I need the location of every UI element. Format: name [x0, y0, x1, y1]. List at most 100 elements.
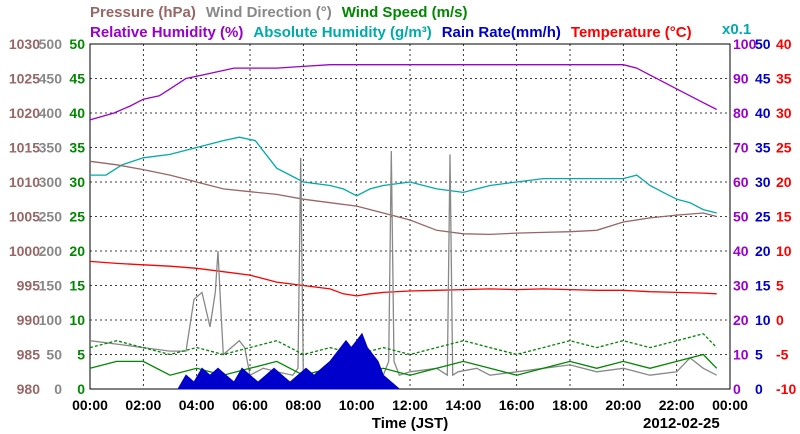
- x-tick-0: 00:00: [72, 397, 108, 413]
- series-line-1: [90, 136, 717, 214]
- tick-humidity-2: 80: [733, 105, 749, 121]
- tick-wind_speed-3: 35: [69, 140, 85, 156]
- tick-temperature-2: 30: [776, 105, 792, 121]
- tick-wind_dir-6: 200: [39, 243, 63, 259]
- tick-wind_speed-0: 50: [69, 36, 85, 52]
- series-line-5: [89, 353, 718, 376]
- legend-entry-legend-row2-0: Relative Humidity (%): [90, 24, 243, 41]
- tick-rain-10: 0: [755, 381, 763, 397]
- tick-pressure-5: 1005: [9, 209, 40, 225]
- date-label: 2012-02-25: [643, 415, 720, 432]
- tick-rain-7: 15: [755, 278, 771, 294]
- x-tick-10: 20:00: [605, 397, 641, 413]
- x-tick-1: 02:00: [125, 397, 161, 413]
- series-line-2: [89, 160, 717, 236]
- tick-rain-6: 20: [755, 243, 771, 259]
- tick-temperature-4: 20: [776, 174, 792, 190]
- tick-wind_dir-10: 0: [54, 381, 62, 397]
- tick-rain-9: 5: [755, 347, 763, 363]
- tick-pressure-6: 1000: [9, 243, 40, 259]
- tick-pressure-0: 1030: [9, 36, 40, 52]
- tick-wind_dir-2: 400: [39, 105, 63, 121]
- x-tick-5: 10:00: [339, 397, 375, 413]
- tick-wind_speed-1: 45: [69, 71, 85, 87]
- tick-pressure-2: 1020: [9, 105, 40, 121]
- tick-wind_dir-7: 150: [39, 278, 63, 294]
- legend-entry-legend-row2-2: Rain Rate(mm/h): [442, 24, 561, 41]
- series-line-4: [89, 150, 717, 377]
- tick-wind_speed-2: 40: [69, 105, 85, 121]
- tick-humidity-8: 20: [733, 312, 749, 328]
- tick-temperature-10: -10: [776, 381, 796, 397]
- right-axes: 1009080706050403020100504540353025201510…: [733, 36, 796, 397]
- tick-wind_speed-6: 20: [69, 243, 85, 259]
- tick-wind_speed-9: 5: [77, 347, 85, 363]
- tick-pressure-4: 1010: [9, 174, 40, 190]
- tick-temperature-8: 0: [776, 312, 784, 328]
- tick-temperature-0: 40: [776, 36, 792, 52]
- tick-pressure-1: 1025: [9, 71, 40, 87]
- tick-temperature-9: -5: [776, 347, 789, 363]
- tick-humidity-9: 10: [733, 347, 749, 363]
- tick-rain-2: 40: [755, 105, 771, 121]
- x-tick-9: 18:00: [552, 397, 588, 413]
- grid-lines: [90, 44, 730, 389]
- legend-row-1: Pressure (hPa) Wind Direction (°) Wind Spe…: [90, 4, 467, 21]
- tick-rain-1: 45: [755, 71, 771, 87]
- tick-temperature-6: 10: [776, 243, 792, 259]
- x-tick-12: 00:00: [712, 397, 748, 413]
- tick-rain-3: 35: [755, 140, 771, 156]
- x-axis-label: Time (JST): [372, 415, 448, 432]
- x-tick-3: 06:00: [232, 397, 268, 413]
- tick-pressure-10: 980: [17, 381, 41, 397]
- series-line-3: [89, 260, 717, 297]
- legend-entry-legend-row2-3: Temperature (°C): [571, 24, 692, 41]
- tick-wind_speed-10: 0: [77, 381, 85, 397]
- tick-wind_dir-4: 300: [39, 174, 63, 190]
- tick-wind_dir-5: 250: [39, 209, 63, 225]
- tick-pressure-9: 985: [17, 347, 41, 363]
- x-tick-11: 22:00: [659, 397, 695, 413]
- tick-temperature-3: 25: [776, 140, 792, 156]
- tick-pressure-8: 990: [17, 312, 41, 328]
- tick-pressure-3: 1015: [9, 140, 40, 156]
- series-line-6: [89, 333, 718, 356]
- tick-rain-0: 50: [755, 36, 771, 52]
- x-tick-4: 08:00: [285, 397, 321, 413]
- tick-temperature-5: 15: [776, 209, 792, 225]
- tick-rain-8: 10: [755, 312, 771, 328]
- tick-humidity-7: 30: [733, 278, 749, 294]
- legend-entry-legend-row1-1: Wind Direction (°): [206, 4, 332, 21]
- data-series: [89, 64, 718, 390]
- tick-wind_speed-5: 25: [69, 209, 85, 225]
- tick-humidity-4: 60: [733, 174, 749, 190]
- tick-wind_dir-9: 50: [46, 347, 62, 363]
- tick-humidity-5: 50: [733, 209, 749, 225]
- legend-entry-legend-row2-1: Absolute Humidity (g/m³): [253, 24, 431, 41]
- tick-wind_dir-0: 500: [39, 36, 63, 52]
- x-tick-2: 04:00: [179, 397, 215, 413]
- tick-temperature-1: 35: [776, 71, 792, 87]
- tick-wind_dir-8: 100: [39, 312, 63, 328]
- tick-humidity-10: 0: [733, 381, 741, 397]
- tick-wind_dir-1: 450: [39, 71, 63, 87]
- legend-entry-legend-row1-0: Pressure (hPa): [90, 4, 196, 21]
- tick-temperature-7: 5: [776, 278, 784, 294]
- tick-wind_dir-3: 350: [39, 140, 63, 156]
- tick-humidity-1: 90: [733, 71, 749, 87]
- legend-entry-legend-row1-2: Wind Speed (m/s): [342, 4, 468, 21]
- tick-humidity-0: 100: [733, 36, 757, 52]
- x-tick-8: 16:00: [499, 397, 535, 413]
- tick-humidity-6: 40: [733, 243, 749, 259]
- tick-wind_speed-8: 10: [69, 312, 85, 328]
- left-axes: 1030102510201015101010051000995990985980…: [9, 36, 85, 397]
- tick-wind_speed-4: 30: [69, 174, 85, 190]
- legend-row-2: Relative Humidity (%) Absolute Humidity (…: [90, 24, 692, 41]
- tick-humidity-3: 70: [733, 140, 749, 156]
- series-area-7: [177, 332, 400, 390]
- series-line-0: [89, 64, 717, 121]
- tick-rain-4: 30: [755, 174, 771, 190]
- multiplier-label: x0.1: [722, 21, 751, 38]
- tick-pressure-7: 995: [17, 278, 41, 294]
